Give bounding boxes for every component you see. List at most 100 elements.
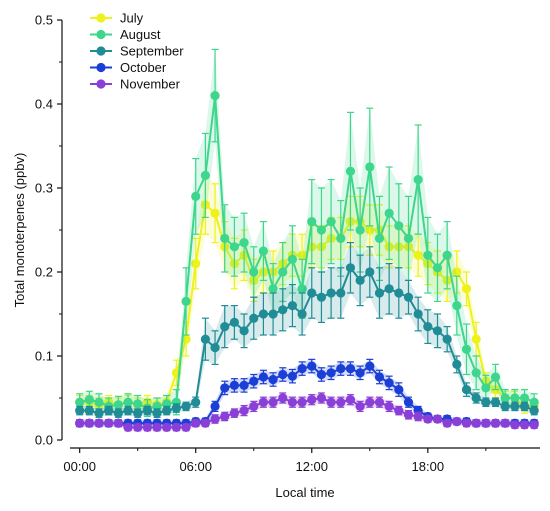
data-point <box>210 208 220 218</box>
data-point <box>316 225 327 235</box>
data-point <box>365 361 375 371</box>
data-point <box>287 254 298 264</box>
data-point <box>471 368 481 378</box>
legend-item-november: November <box>90 77 181 92</box>
data-point <box>326 368 336 378</box>
data-point <box>307 395 317 405</box>
data-point <box>297 250 307 260</box>
data-point <box>345 395 356 405</box>
x-tick-label: 06:00 <box>179 459 212 474</box>
series-september <box>75 242 539 418</box>
data-point <box>249 267 259 277</box>
data-point <box>374 372 385 382</box>
y-tick-label: 0.0 <box>35 433 53 448</box>
data-point <box>94 397 104 407</box>
data-point <box>519 393 530 403</box>
data-point <box>403 410 414 420</box>
data-point <box>239 406 249 416</box>
data-point <box>239 238 249 248</box>
y-tick-label: 0.3 <box>35 181 53 196</box>
data-point <box>133 422 143 432</box>
plot-area <box>75 48 539 432</box>
data-point <box>297 364 307 374</box>
data-point <box>258 246 269 256</box>
x-tick-label: 00:00 <box>63 459 96 474</box>
data-point <box>191 259 201 269</box>
data-point <box>316 369 327 380</box>
legend-label: September <box>120 44 184 59</box>
data-point <box>239 326 249 336</box>
data-point <box>481 397 491 407</box>
x-axis-title: Local time <box>275 485 334 500</box>
data-point <box>258 397 269 407</box>
data-point <box>278 267 288 277</box>
legend-item-october: October <box>90 60 167 75</box>
y-axis-title: Total monoterpenes (ppbv) <box>12 153 27 308</box>
data-point <box>258 309 269 319</box>
data-point <box>500 401 510 411</box>
data-point <box>268 374 278 385</box>
data-point <box>307 288 317 298</box>
data-point <box>307 361 317 371</box>
legend-label: November <box>120 77 181 92</box>
data-point <box>142 406 152 416</box>
data-point <box>133 408 143 418</box>
data-point <box>287 371 298 381</box>
data-point <box>461 344 472 354</box>
y-tick-label: 0.5 <box>35 13 53 28</box>
data-point <box>94 408 104 418</box>
y-tick-label: 0.2 <box>35 265 53 280</box>
data-point <box>413 250 423 260</box>
data-point <box>229 380 240 390</box>
ticks: 0.0 0.1 0.2 0.3 0.4 0.5 00:00 06:00 12:00 18:00 <box>35 13 487 474</box>
data-point <box>113 400 123 410</box>
data-point <box>432 263 443 273</box>
data-point <box>229 408 240 418</box>
data-point <box>336 288 346 298</box>
data-point <box>268 397 278 407</box>
data-point <box>113 408 123 418</box>
data-point <box>181 296 191 306</box>
data-point <box>423 322 433 332</box>
data-point <box>365 225 375 235</box>
data-point <box>529 397 539 407</box>
x-tick-label: 12:00 <box>295 459 328 474</box>
data-point <box>249 313 259 323</box>
data-point <box>461 418 472 428</box>
data-point <box>287 301 298 311</box>
data-point <box>104 406 114 416</box>
data-point <box>471 418 481 428</box>
data-point <box>365 267 375 277</box>
data-point <box>229 242 240 252</box>
data-point <box>510 401 520 411</box>
data-point <box>84 418 94 428</box>
y-tick-label: 0.4 <box>35 97 53 112</box>
legend-marker <box>96 62 106 73</box>
data-point <box>278 305 288 315</box>
data-point <box>490 372 501 382</box>
legend-label: July <box>120 11 144 26</box>
data-point <box>355 275 365 285</box>
data-point <box>355 368 365 378</box>
data-point <box>403 397 414 407</box>
data-point <box>210 91 220 101</box>
data-point <box>191 418 201 428</box>
data-point <box>394 385 404 395</box>
data-point <box>345 364 356 374</box>
data-point <box>413 309 423 319</box>
data-point <box>104 418 114 428</box>
data-point <box>162 422 172 432</box>
data-point <box>200 170 210 180</box>
data-point <box>461 385 472 395</box>
data-point <box>191 397 201 407</box>
legend-item-september: September <box>90 44 184 59</box>
data-point <box>423 414 433 424</box>
data-point <box>220 383 230 393</box>
data-point <box>432 414 443 424</box>
data-point <box>220 322 230 332</box>
x-tick-label: 18:00 <box>412 459 445 474</box>
legend-marker <box>96 46 106 56</box>
data-point <box>210 343 220 353</box>
data-point <box>384 401 394 411</box>
data-point <box>481 383 491 393</box>
